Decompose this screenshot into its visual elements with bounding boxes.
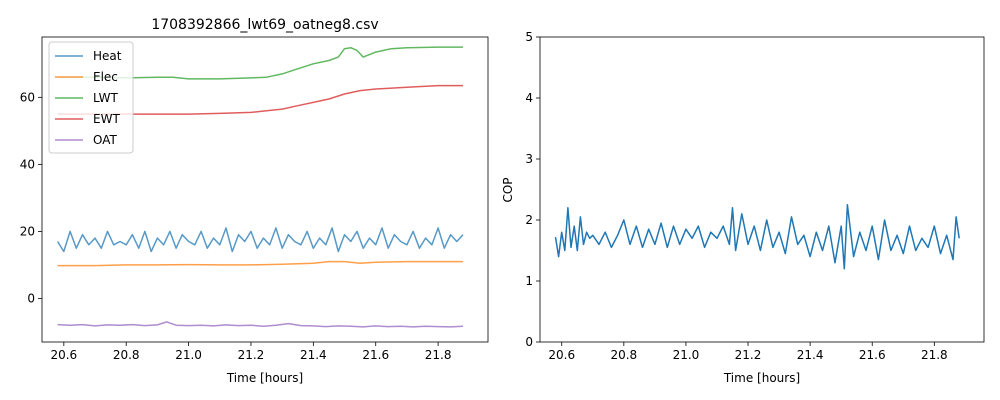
x-tick-label: 21.2 — [238, 348, 265, 362]
x-tick-label: 21.0 — [673, 348, 700, 362]
y-tick-label: 20 — [20, 224, 35, 238]
legend-box — [48, 41, 134, 154]
y-tick-label: 2 — [525, 213, 533, 227]
legend-label-lwt: LWT — [93, 91, 118, 105]
series-line-heat — [56, 227, 464, 253]
y-tick-label: 3 — [525, 152, 533, 166]
x-tick-label: 21.4 — [797, 348, 824, 362]
x-tick-label: 21.2 — [735, 348, 762, 362]
axes-frame — [41, 36, 489, 343]
series-group — [56, 46, 464, 328]
y-tick-label: 5 — [525, 30, 533, 44]
series-group — [554, 204, 960, 270]
y-tick-label: 0 — [27, 291, 35, 305]
x-tick-label: 20.8 — [610, 348, 637, 362]
x-tick-label: 20.6 — [50, 348, 77, 362]
axes-frame — [539, 36, 985, 343]
x-tick-label: 21.8 — [921, 348, 948, 362]
y-tick-label: 4 — [525, 91, 533, 105]
x-tick-label: 21.6 — [859, 348, 886, 362]
chart-right-plot-area: 20.6 20.8 21.0 21.2 21.4 21.6 21.8 0 1 2 3 4 5 — [525, 30, 985, 362]
y-tick-label: 60 — [20, 90, 35, 104]
x-tick-label: 20.8 — [113, 348, 140, 362]
y-tick-label: 1 — [525, 274, 533, 288]
x-tick-label: 20.6 — [548, 348, 575, 362]
series-line-ewt — [57, 84, 463, 115]
x-tick-label: 21.0 — [175, 348, 202, 362]
legend-label-ewt: EWT — [93, 112, 120, 126]
chart-right: 20.6 20.8 21.0 21.2 21.4 21.6 21.8 0 1 2 3 4 5 Time … — [501, 30, 985, 385]
legend-label-heat: Heat — [93, 49, 122, 63]
chart-left-legend: Heat Elec LWT EWT OAT — [48, 41, 134, 154]
chart-left-plot-area: 20.6 20.8 21.0 21.2 21.4 21.6 21.8 0 20 40 60 — [20, 36, 489, 362]
chart-left: 1708392866_lwt69_oatneg8.csv 20.6 20.8 21.… — [20, 17, 489, 385]
chart-right-xlabel: Time [hours] — [723, 371, 800, 385]
legend-label-elec: Elec — [93, 70, 118, 84]
series-line-oat — [57, 321, 464, 328]
legend-label-oat: OAT — [93, 133, 118, 147]
y-tick-label: 0 — [525, 335, 533, 349]
chart-left-title: 1708392866_lwt69_oatneg8.csv — [151, 17, 378, 33]
x-tick-label: 21.8 — [425, 348, 452, 362]
series-line-lwt — [57, 46, 463, 80]
series-line-cop — [554, 204, 960, 270]
x-tick-label: 21.6 — [362, 348, 389, 362]
series-line-elec — [57, 260, 463, 267]
chart-right-ylabel: COP — [501, 177, 515, 202]
x-tick-label: 21.4 — [300, 348, 327, 362]
y-tick-label: 40 — [20, 157, 35, 171]
chart-left-xlabel: Time [hours] — [226, 371, 303, 385]
